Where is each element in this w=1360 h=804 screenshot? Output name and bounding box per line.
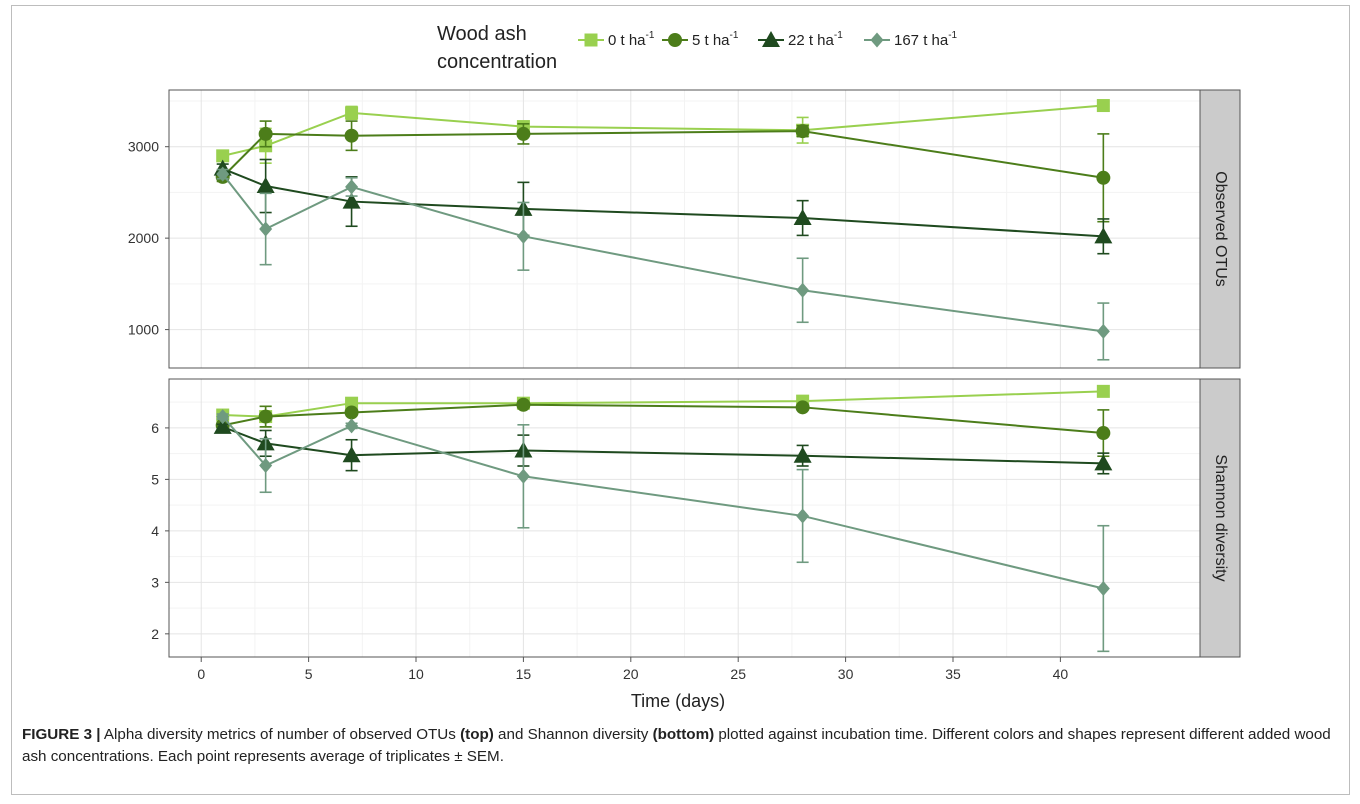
data-point xyxy=(216,149,230,163)
series-line xyxy=(222,403,1104,435)
data-point xyxy=(793,209,812,226)
series-5-t-ha xyxy=(215,397,1111,458)
legend-items: 0 t ha-1 5 t ha-1 22 t ha-1 167 t ha-1 xyxy=(578,30,958,49)
y-tick-label: 3 xyxy=(151,574,159,590)
facet-strip xyxy=(1199,89,1241,369)
data-point xyxy=(1096,384,1110,398)
legend-label: 0 t ha-1 xyxy=(608,30,655,49)
data-point xyxy=(342,446,361,463)
data-point xyxy=(259,221,273,237)
data-point xyxy=(1096,99,1110,113)
data-point xyxy=(1096,323,1110,339)
facet-strip xyxy=(1199,378,1241,658)
legend-label: 22 t ha-1 xyxy=(788,30,843,49)
x-axis-label: Time (days) xyxy=(631,691,725,711)
series-167-t-ha xyxy=(216,166,1110,361)
legend-key-triangle xyxy=(762,31,780,47)
caption-bold-bottom: (bottom) xyxy=(652,726,715,743)
data-point xyxy=(796,282,810,298)
series-line xyxy=(222,390,1104,418)
x-axis: 0 5 10 15 20 25 30 35 40 xyxy=(197,657,1068,682)
legend-item-22: 22 t ha-1 xyxy=(758,30,843,49)
data-point xyxy=(516,126,531,141)
chart-panels: 1000 2000 3000 Observed OTUs 2 3 4 5 6 Shannon di… xyxy=(128,89,1241,658)
series-22-t-ha xyxy=(213,417,1113,475)
data-point xyxy=(344,405,359,420)
legend-key-diamond xyxy=(870,32,884,48)
y-tick-label: 6 xyxy=(151,420,159,436)
facet-strip-label: Observed OTUs xyxy=(1212,171,1229,287)
caption-text-1: Alpha diversity metrics of number of obs… xyxy=(100,726,461,743)
legend-title-line1: Wood ash xyxy=(437,23,527,45)
x-tick-label: 30 xyxy=(838,666,854,682)
caption-text-2: and Shannon diversity xyxy=(493,726,653,743)
y-tick-label: 3000 xyxy=(128,139,159,155)
data-point xyxy=(345,106,359,120)
x-tick-label: 0 xyxy=(197,666,205,682)
data-point xyxy=(1096,426,1111,441)
series-167-t-ha xyxy=(216,409,1110,653)
data-point xyxy=(345,418,359,434)
x-tick-label: 20 xyxy=(623,666,639,682)
data-point xyxy=(516,397,531,412)
caption-label: FIGURE 3 | xyxy=(22,726,101,743)
data-point xyxy=(213,417,232,434)
data-point xyxy=(259,457,273,473)
legend-label: 5 t ha-1 xyxy=(692,30,739,49)
caption-bold-top: (top) xyxy=(460,726,494,743)
series-22-t-ha xyxy=(213,158,1113,255)
data-point xyxy=(258,126,273,141)
series-line xyxy=(222,104,1104,157)
chart-svg: Wood ash concentration 0 t ha-1 5 t ha-1 2… xyxy=(128,23,1241,711)
legend-item-0: 0 t ha-1 xyxy=(578,30,655,49)
series-line xyxy=(222,425,1104,465)
x-tick-label: 40 xyxy=(1053,666,1069,682)
x-tick-label: 25 xyxy=(730,666,746,682)
facet-strip-label: Shannon diversity xyxy=(1212,454,1229,581)
data-point xyxy=(795,124,810,139)
series-line xyxy=(221,415,1104,590)
caption-text-3: plotted against incubation time. Differe… xyxy=(22,726,1331,765)
x-tick-label: 10 xyxy=(408,666,424,682)
data-point xyxy=(1094,227,1113,244)
data-point xyxy=(516,468,530,484)
figure-frame xyxy=(11,5,1350,795)
data-point xyxy=(1094,454,1113,471)
panel-observed-otus: 1000 2000 3000 Observed OTUs xyxy=(128,89,1241,369)
x-tick-label: 5 xyxy=(305,666,313,682)
panel-shannon-diversity: 2 3 4 5 6 Shannon diversity xyxy=(151,378,1241,658)
data-point xyxy=(258,409,273,424)
series-line xyxy=(221,173,1104,333)
data-point xyxy=(516,228,530,244)
legend-label: 167 t ha-1 xyxy=(894,30,958,49)
data-point xyxy=(256,177,275,194)
data-point xyxy=(345,179,359,195)
y-tick-label: 4 xyxy=(151,523,159,539)
legend-key-circle xyxy=(668,33,682,47)
data-point xyxy=(342,192,361,209)
legend-title-line2: concentration xyxy=(437,51,557,73)
series-line xyxy=(222,167,1104,238)
y-tick-label: 2000 xyxy=(128,230,159,246)
y-tick-label: 1000 xyxy=(128,322,159,338)
y-tick-label: 2 xyxy=(151,626,159,642)
x-tick-label: 15 xyxy=(516,666,532,682)
legend-item-5: 5 t ha-1 xyxy=(662,30,739,49)
data-point xyxy=(793,446,812,463)
series-line xyxy=(221,130,1104,179)
data-point xyxy=(216,409,230,425)
data-point xyxy=(1096,581,1110,597)
legend: Wood ash concentration 0 t ha-1 5 t ha-1 2… xyxy=(437,23,958,73)
data-point xyxy=(796,508,810,524)
legend-item-167: 167 t ha-1 xyxy=(864,30,958,49)
data-point xyxy=(344,128,359,143)
x-tick-label: 35 xyxy=(945,666,961,682)
data-point xyxy=(216,166,230,182)
legend-key-square xyxy=(584,33,598,47)
y-tick-label: 5 xyxy=(151,471,159,487)
data-point xyxy=(795,400,810,415)
data-point xyxy=(1096,170,1111,185)
figure-caption: FIGURE 3 | Alpha diversity metrics of nu… xyxy=(22,724,1340,768)
